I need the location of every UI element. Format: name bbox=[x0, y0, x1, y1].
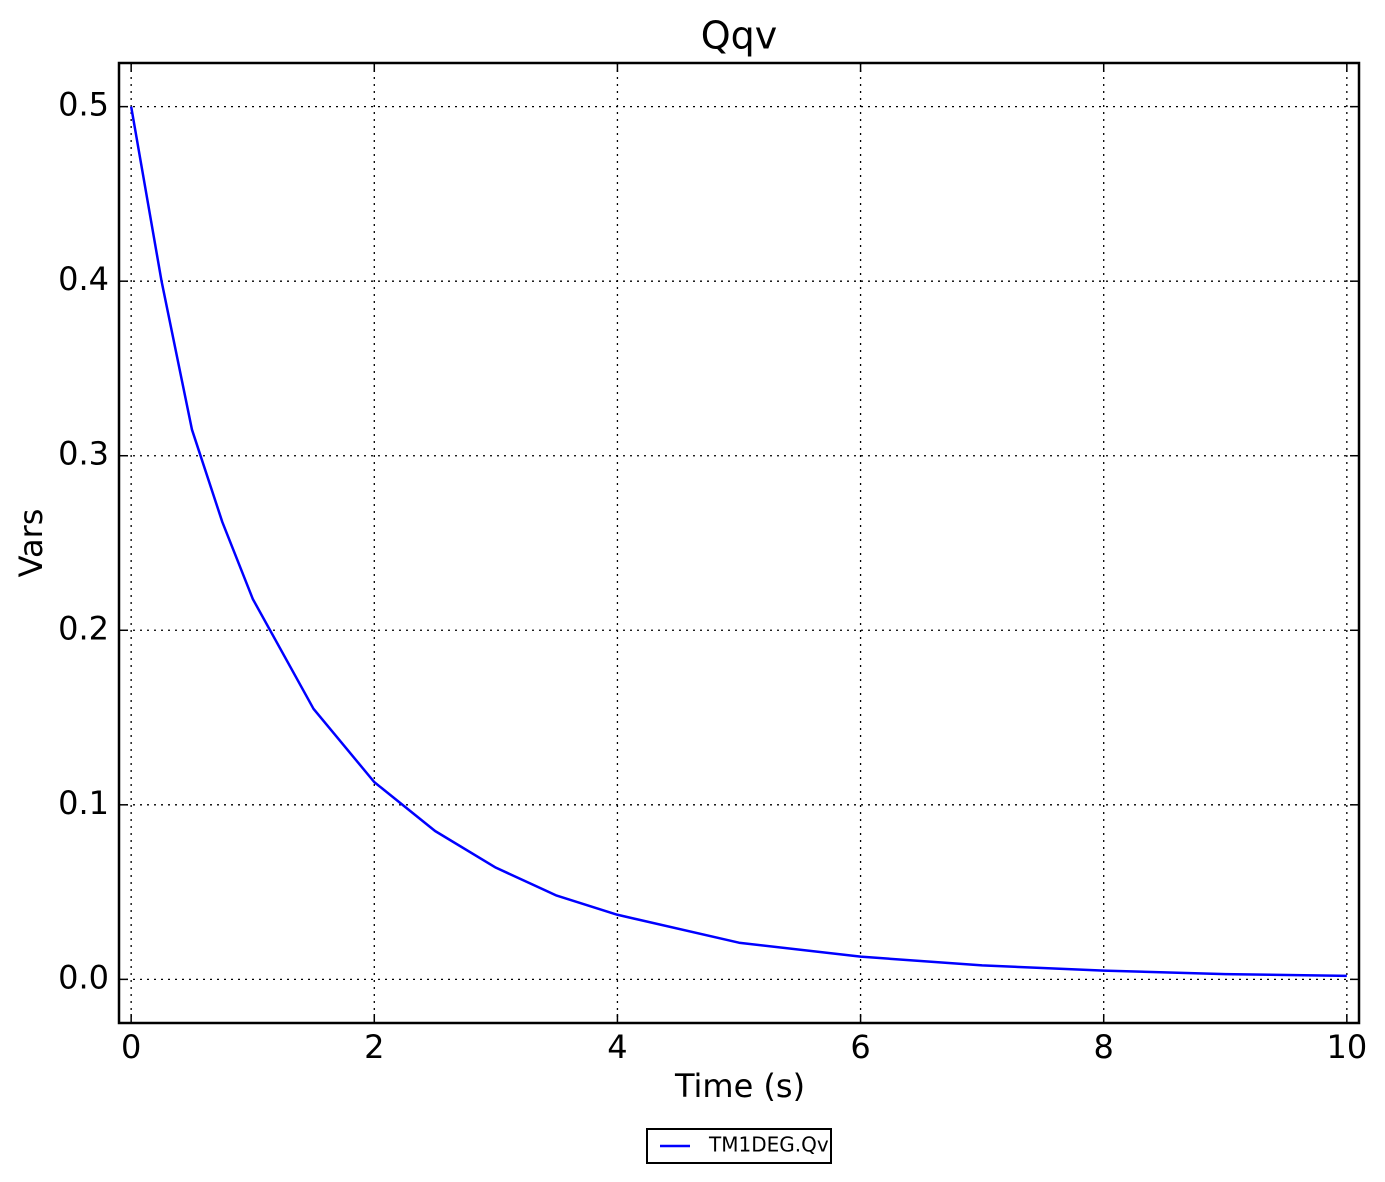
plot-frame bbox=[117, 61, 1361, 1025]
chart-title: Qqv bbox=[701, 14, 778, 58]
x-tick-label: 8 bbox=[1094, 1028, 1114, 1066]
x-tick-label: 0 bbox=[121, 1028, 141, 1066]
y-tick-label: 0.0 bbox=[58, 958, 109, 996]
x-tick-label: 2 bbox=[364, 1028, 384, 1066]
x-tick-label: 10 bbox=[1326, 1028, 1367, 1066]
legend-label: TM1DEG.Qv bbox=[708, 1133, 829, 1157]
x-tick-label: 6 bbox=[850, 1028, 870, 1066]
x-axis-label: Time (s) bbox=[674, 1067, 805, 1105]
x-tick-label: 4 bbox=[607, 1028, 627, 1066]
y-tick-label: 0.2 bbox=[58, 609, 109, 647]
legend: TM1DEG.Qv bbox=[646, 1128, 832, 1164]
y-tick-label: 0.4 bbox=[58, 260, 109, 298]
y-tick-label: 0.1 bbox=[58, 784, 109, 822]
y-tick-label: 0.5 bbox=[58, 86, 109, 124]
y-axis-label: Vars bbox=[12, 509, 50, 578]
data-line bbox=[129, 106, 1347, 978]
y-tick-label: 0.3 bbox=[58, 435, 109, 473]
